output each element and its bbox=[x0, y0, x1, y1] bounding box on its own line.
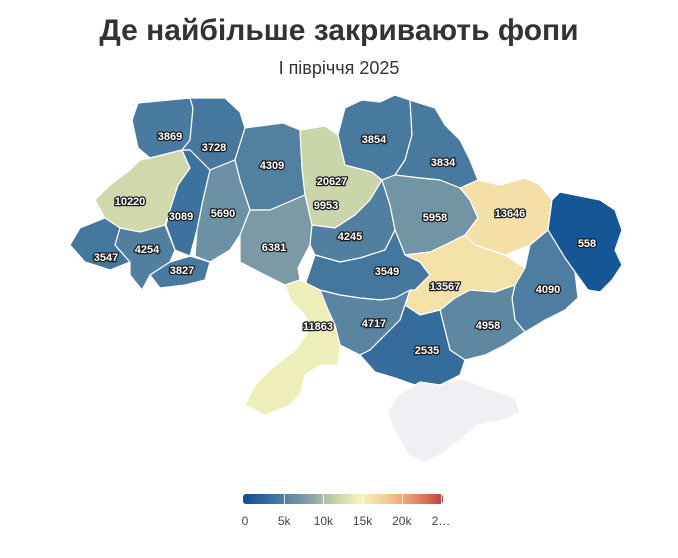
region-value-label: 3854 bbox=[362, 134, 387, 146]
region-value-label: 20627 bbox=[317, 176, 348, 188]
legend-tick-label: 15k bbox=[352, 514, 373, 528]
legend-tick-mark bbox=[284, 494, 286, 504]
legend-tick-label: 20k bbox=[392, 514, 412, 528]
region-value-label: 3827 bbox=[170, 265, 194, 277]
map-title: Де найбільше закривають фопи bbox=[99, 14, 579, 47]
region-value-label: 3869 bbox=[158, 131, 182, 143]
map-subtitle: І півріччя 2025 bbox=[278, 58, 400, 78]
region-value-label: 4309 bbox=[260, 160, 284, 172]
region-ternopil[interactable] bbox=[165, 149, 211, 257]
region-value-label: 6381 bbox=[262, 242, 286, 254]
region-value-label: 558 bbox=[578, 238, 596, 250]
legend-tick-label: 2… bbox=[431, 514, 451, 528]
region-value-label: 4090 bbox=[536, 284, 560, 296]
region-value-label: 13567 bbox=[430, 281, 461, 293]
legend-tick-mark bbox=[401, 494, 403, 504]
legend-tick-mark bbox=[362, 494, 364, 504]
region-value-label: 4958 bbox=[476, 320, 500, 332]
legend-tick-label: 0 bbox=[241, 514, 249, 528]
region-value-label: 3089 bbox=[169, 211, 193, 223]
legend-tick-label: 10k bbox=[313, 514, 334, 528]
region-value-label: 13646 bbox=[495, 208, 526, 220]
region-value-label: 5690 bbox=[211, 208, 235, 220]
region-vinnytsia[interactable] bbox=[239, 194, 313, 286]
region-value-label: 9953 bbox=[314, 200, 338, 212]
region-value-label: 4717 bbox=[362, 318, 386, 330]
legend-gradient-bar bbox=[243, 494, 443, 504]
region-value-label: 4245 bbox=[338, 231, 362, 243]
region-value-label: 3547 bbox=[94, 252, 118, 264]
color-legend: 0 5k 10k 15k 20k 2… bbox=[241, 494, 450, 534]
region-value-label: 5958 bbox=[423, 212, 447, 224]
region-value-label: 3728 bbox=[202, 142, 226, 154]
region-value-label: 2535 bbox=[415, 345, 439, 357]
region-value-label: 10220 bbox=[115, 196, 146, 208]
region-crimea[interactable] bbox=[387, 377, 521, 463]
legend-tick-mark bbox=[323, 494, 325, 504]
region-value-label: 4254 bbox=[135, 244, 160, 256]
region-kharkiv[interactable] bbox=[459, 177, 553, 256]
region-value-label: 3834 bbox=[431, 157, 456, 169]
region-kherson[interactable] bbox=[359, 304, 466, 386]
region-khmelnytskyi[interactable] bbox=[194, 159, 251, 263]
legend-tick-mark bbox=[441, 494, 442, 504]
legend-tick-label: 5k bbox=[277, 514, 291, 528]
region-value-label: 3549 bbox=[375, 266, 399, 278]
region-chernivtsi[interactable] bbox=[149, 255, 211, 289]
region-value-label: 11863 bbox=[303, 321, 333, 333]
